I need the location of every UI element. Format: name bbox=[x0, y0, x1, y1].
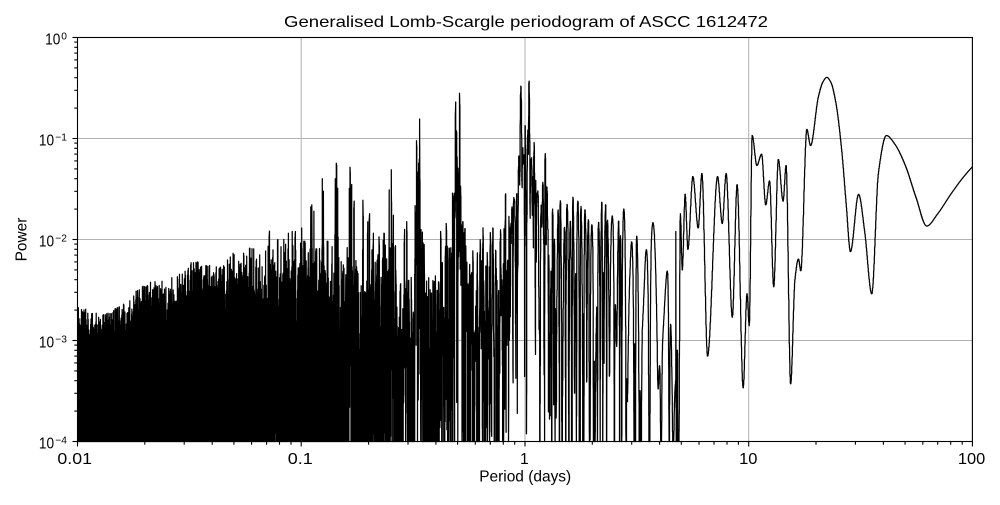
svg-text:1: 1 bbox=[520, 451, 529, 468]
svg-text:−4: −4 bbox=[55, 436, 67, 447]
svg-text:−1: −1 bbox=[55, 133, 67, 144]
svg-text:10: 10 bbox=[39, 436, 54, 453]
svg-text:Generalised Lomb-Scargle perio: Generalised Lomb-Scargle periodogram of … bbox=[284, 14, 768, 31]
svg-text:10: 10 bbox=[39, 133, 54, 150]
svg-text:−2: −2 bbox=[55, 234, 67, 245]
svg-text:0.1: 0.1 bbox=[288, 451, 313, 468]
svg-text:10: 10 bbox=[39, 335, 54, 352]
svg-text:10: 10 bbox=[39, 234, 54, 251]
svg-text:0.01: 0.01 bbox=[57, 451, 92, 468]
svg-text:0: 0 bbox=[61, 32, 67, 43]
svg-text:10: 10 bbox=[45, 32, 60, 49]
svg-text:Power: Power bbox=[13, 218, 30, 262]
svg-text:−3: −3 bbox=[55, 335, 67, 346]
svg-text:10: 10 bbox=[739, 451, 758, 468]
svg-text:Period (days): Period (days) bbox=[479, 468, 571, 485]
svg-text:100: 100 bbox=[958, 451, 986, 468]
